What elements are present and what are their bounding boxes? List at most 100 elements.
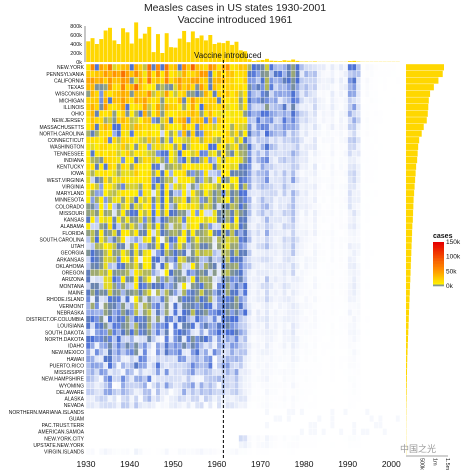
heatmap-cell bbox=[164, 236, 169, 243]
heatmap-cell bbox=[103, 276, 108, 283]
heatmap-cell bbox=[304, 309, 309, 316]
heatmap-cell bbox=[212, 210, 217, 217]
heatmap-cell bbox=[365, 349, 370, 356]
heatmap-cell bbox=[356, 388, 361, 396]
heatmap-cell bbox=[360, 349, 365, 356]
heatmap-cell bbox=[129, 123, 134, 131]
heatmap-cell bbox=[203, 322, 208, 329]
heatmap-cell bbox=[86, 448, 91, 455]
heatmap-cell bbox=[286, 243, 291, 250]
heatmap-cell bbox=[164, 349, 169, 356]
heatmap-cell bbox=[225, 282, 230, 290]
heatmap-cell bbox=[173, 84, 178, 91]
heatmap-cell bbox=[169, 269, 174, 276]
heatmap-cell bbox=[260, 103, 265, 111]
heatmap-cell bbox=[238, 362, 243, 369]
heatmap-cell bbox=[86, 428, 91, 435]
heatmap-cell bbox=[374, 163, 378, 170]
heatmap-cell bbox=[291, 163, 296, 170]
legend-swatch bbox=[433, 256, 444, 259]
heatmap-cell bbox=[99, 448, 104, 455]
heatmap-cell bbox=[339, 355, 344, 363]
heatmap-cell bbox=[173, 448, 178, 455]
heatmap-cell bbox=[225, 329, 230, 336]
heatmap-cell bbox=[190, 322, 195, 329]
heatmap-cell bbox=[129, 408, 134, 416]
heatmap-cell bbox=[334, 369, 339, 376]
heatmap-cell bbox=[395, 117, 400, 124]
heatmap-cell bbox=[94, 223, 99, 230]
heatmap-cell bbox=[155, 97, 160, 104]
heatmap-cell bbox=[138, 150, 143, 157]
heatmap-cell bbox=[182, 269, 187, 276]
heatmap-cell bbox=[321, 64, 326, 71]
heatmap-cell bbox=[395, 428, 400, 435]
heatmap-cell bbox=[326, 369, 331, 376]
heatmap-cell bbox=[312, 388, 317, 396]
heatmap-cell bbox=[269, 236, 274, 243]
heatmap-cell bbox=[356, 123, 361, 131]
heatmap-cell bbox=[291, 269, 296, 276]
heatmap-cell bbox=[260, 428, 265, 435]
heatmap-cell bbox=[225, 64, 230, 71]
heatmap-cell bbox=[317, 203, 322, 210]
heatmap-cell bbox=[125, 441, 130, 449]
heatmap-cell bbox=[330, 216, 335, 223]
heatmap-cell bbox=[256, 422, 261, 429]
heatmap-cell bbox=[212, 70, 217, 78]
heatmap-cell bbox=[269, 362, 274, 369]
heatmap-cell bbox=[182, 322, 187, 329]
heatmap-cell bbox=[369, 156, 374, 164]
heatmap-cell bbox=[121, 84, 126, 91]
heatmap-cell bbox=[347, 296, 352, 303]
heatmap-cell bbox=[265, 282, 269, 290]
heatmap-cell bbox=[378, 263, 383, 270]
heatmap-cell bbox=[116, 130, 121, 137]
heatmap-cell bbox=[317, 123, 322, 131]
heatmap-cell bbox=[304, 296, 309, 303]
heatmap-cell bbox=[186, 150, 191, 157]
heatmap-cell bbox=[225, 402, 230, 409]
heatmap-cell bbox=[251, 441, 256, 449]
heatmap-cell bbox=[164, 249, 169, 256]
heatmap-cell bbox=[286, 229, 291, 237]
heatmap-cell bbox=[317, 415, 322, 422]
heatmap-cell bbox=[190, 84, 195, 91]
heatmap-cell bbox=[395, 349, 400, 356]
heatmap-cell bbox=[378, 70, 383, 78]
heatmap-cell bbox=[164, 150, 169, 157]
heatmap-cell bbox=[299, 282, 304, 290]
heatmap-cell bbox=[343, 302, 348, 310]
heatmap-cell bbox=[286, 256, 291, 263]
heatmap-cell bbox=[112, 289, 117, 296]
heatmap-cell bbox=[299, 448, 304, 455]
heatmap-cell bbox=[265, 441, 269, 449]
heatmap-cell bbox=[369, 382, 374, 389]
heatmap-cell bbox=[177, 282, 182, 290]
heatmap-cell bbox=[299, 349, 304, 356]
heatmap-cell bbox=[99, 97, 104, 104]
legend-swatch bbox=[433, 283, 444, 285]
heatmap-cell bbox=[251, 223, 256, 230]
heatmap-cell bbox=[387, 408, 392, 416]
heatmap-cell bbox=[90, 64, 95, 71]
heatmap-cell bbox=[352, 229, 357, 237]
heatmap-cell bbox=[134, 369, 139, 376]
heatmap-cell bbox=[182, 296, 187, 303]
heatmap-cell bbox=[125, 276, 130, 283]
heatmap-cell bbox=[360, 123, 365, 131]
heatmap-cell bbox=[230, 170, 235, 177]
heatmap-cell bbox=[94, 110, 99, 117]
heatmap-cell bbox=[312, 369, 317, 376]
heatmap-cell bbox=[369, 448, 374, 455]
heatmap-cell bbox=[330, 143, 335, 150]
heatmap-cell bbox=[343, 263, 348, 270]
heatmap-cell bbox=[365, 289, 370, 296]
heatmap-cell bbox=[230, 448, 235, 455]
heatmap-cell bbox=[208, 183, 213, 190]
state-label: MONTANA bbox=[59, 284, 84, 290]
heatmap-cell bbox=[352, 395, 357, 402]
heatmap-cell bbox=[238, 77, 243, 84]
heatmap-cell bbox=[304, 223, 309, 230]
heatmap-cell bbox=[90, 355, 95, 363]
